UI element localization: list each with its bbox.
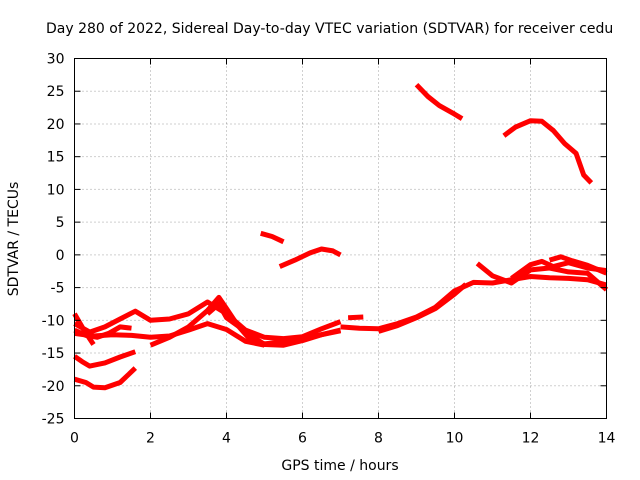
x-tick-label: 12 — [522, 431, 540, 447]
series-arc-10 — [278, 246, 342, 269]
grid-layer — [74, 58, 607, 419]
series-arc-8 — [205, 301, 342, 348]
series-layer — [72, 82, 609, 391]
y-axis-label: SDTVAR / TECUs — [6, 182, 22, 297]
series-arc-2 — [73, 349, 137, 369]
series-arc-18 — [502, 118, 594, 185]
series-arc-14 — [475, 261, 609, 292]
y-tick-label: 5 — [56, 215, 65, 231]
series-arc-12 — [340, 274, 608, 332]
y-tick-label: -10 — [42, 313, 65, 329]
plot-frame — [74, 58, 607, 419]
y-tick-label: 10 — [47, 182, 65, 198]
x-axis-label: GPS time / hours — [281, 458, 398, 474]
y-tick-label: 20 — [47, 117, 65, 133]
series-arc-16 — [548, 254, 608, 276]
x-tick-label: 8 — [374, 431, 383, 447]
y-tick-label: -15 — [42, 346, 65, 362]
series-arc-3 — [73, 366, 138, 391]
series-arc-17 — [414, 82, 464, 121]
x-tick-label: 10 — [446, 431, 464, 447]
x-tick-label: 6 — [298, 431, 307, 447]
series-arc-5 — [73, 299, 342, 342]
series-arc-13 — [377, 282, 468, 334]
y-tick-label: -5 — [51, 281, 65, 297]
series-arc-9 — [260, 230, 285, 245]
x-tick-label: 4 — [222, 431, 231, 447]
y-tick-label: 25 — [47, 84, 65, 100]
chart-title: Day 280 of 2022, Sidereal Day-to-day VTE… — [46, 21, 613, 37]
tick-layer: 0 2 4 6 8 10 12 14 -25 -20 -15 -10 -5 0 5 10 15 20 25 30 — [42, 52, 616, 447]
x-tick-label: 2 — [146, 431, 155, 447]
y-tick-label: -20 — [42, 379, 65, 395]
y-tick-label: 30 — [47, 52, 65, 68]
x-tick-label: 14 — [598, 431, 616, 447]
series-arc-11 — [347, 314, 364, 321]
y-tick-label: 0 — [56, 248, 65, 264]
y-tick-label: -25 — [42, 412, 65, 428]
y-tick-label: 15 — [47, 150, 65, 166]
x-tick-label: 0 — [70, 431, 79, 447]
